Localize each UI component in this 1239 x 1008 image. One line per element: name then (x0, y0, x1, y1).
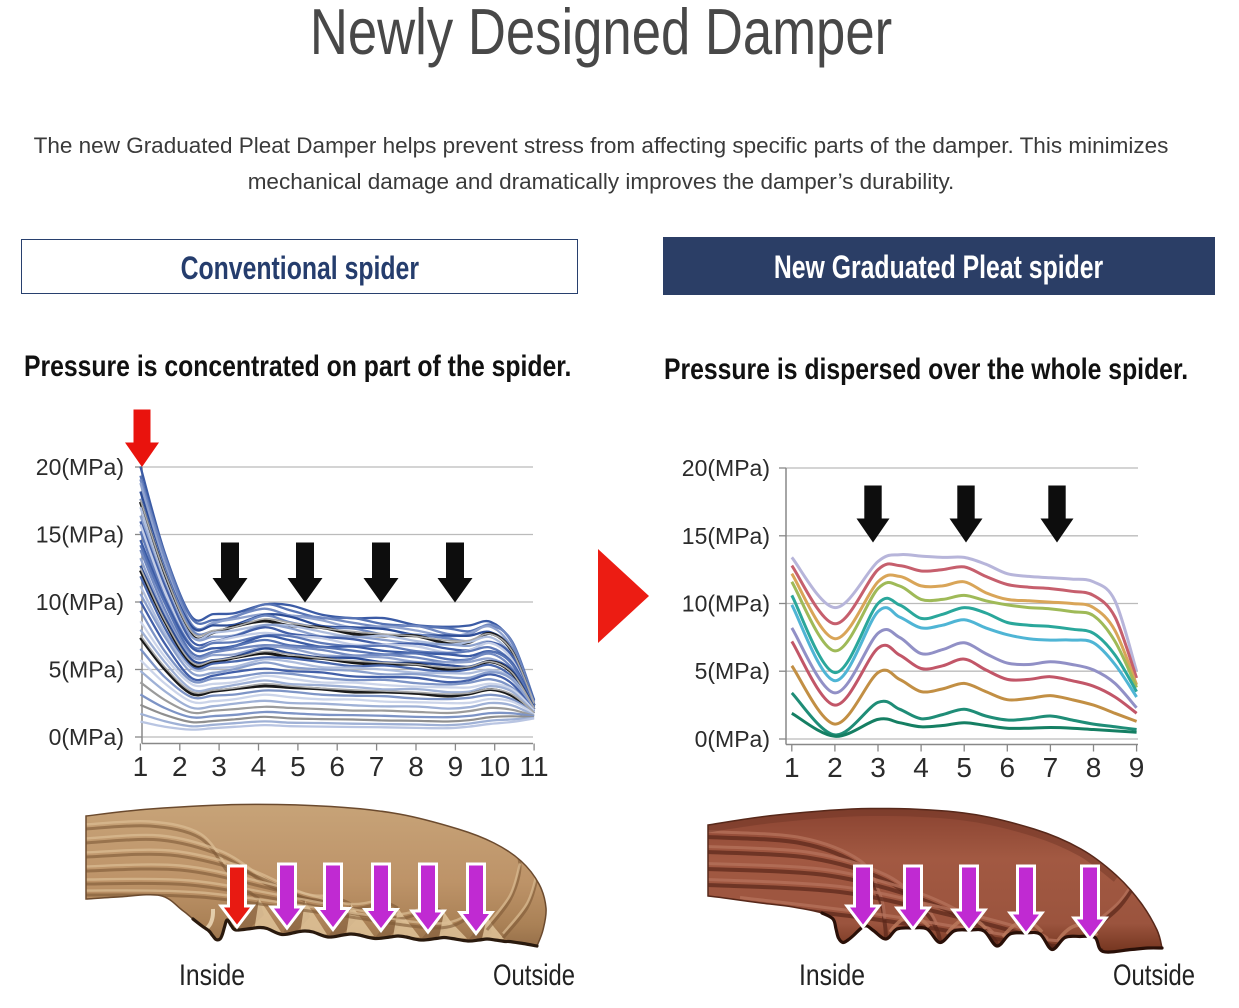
svg-text:5: 5 (290, 751, 306, 782)
svg-text:6: 6 (329, 751, 345, 782)
svg-text:15(MPa): 15(MPa) (682, 523, 770, 549)
svg-text:10: 10 (479, 751, 510, 782)
svg-text:10(MPa): 10(MPa) (36, 589, 124, 615)
svg-text:8: 8 (1086, 752, 1102, 783)
svg-text:4: 4 (251, 751, 267, 782)
svg-text:20(MPa): 20(MPa) (36, 454, 124, 480)
svg-text:2: 2 (172, 751, 188, 782)
svg-text:20(MPa): 20(MPa) (682, 455, 770, 481)
svg-text:Outside: Outside (493, 959, 575, 992)
svg-text:7: 7 (369, 751, 385, 782)
svg-text:9: 9 (448, 751, 464, 782)
svg-text:Inside: Inside (799, 959, 865, 992)
svg-text:10(MPa): 10(MPa) (682, 591, 770, 617)
svg-text:11: 11 (520, 751, 549, 782)
svg-text:1: 1 (784, 752, 800, 783)
svg-text:Outside: Outside (1113, 959, 1195, 992)
svg-text:5(MPa): 5(MPa) (49, 657, 124, 683)
svg-text:0(MPa): 0(MPa) (49, 724, 124, 750)
svg-text:4: 4 (913, 752, 929, 783)
svg-text:0(MPa): 0(MPa) (695, 726, 770, 752)
svg-text:8: 8 (408, 751, 424, 782)
svg-text:2: 2 (827, 752, 843, 783)
svg-text:1: 1 (133, 751, 149, 782)
svg-text:9: 9 (1129, 752, 1145, 783)
svg-text:7: 7 (1043, 752, 1059, 783)
svg-text:3: 3 (211, 751, 227, 782)
svg-text:6: 6 (1000, 752, 1016, 783)
svg-text:Inside: Inside (179, 959, 245, 992)
svg-text:5(MPa): 5(MPa) (695, 658, 770, 684)
svg-text:5: 5 (956, 752, 972, 783)
svg-text:15(MPa): 15(MPa) (36, 522, 124, 548)
svg-text:3: 3 (870, 752, 886, 783)
